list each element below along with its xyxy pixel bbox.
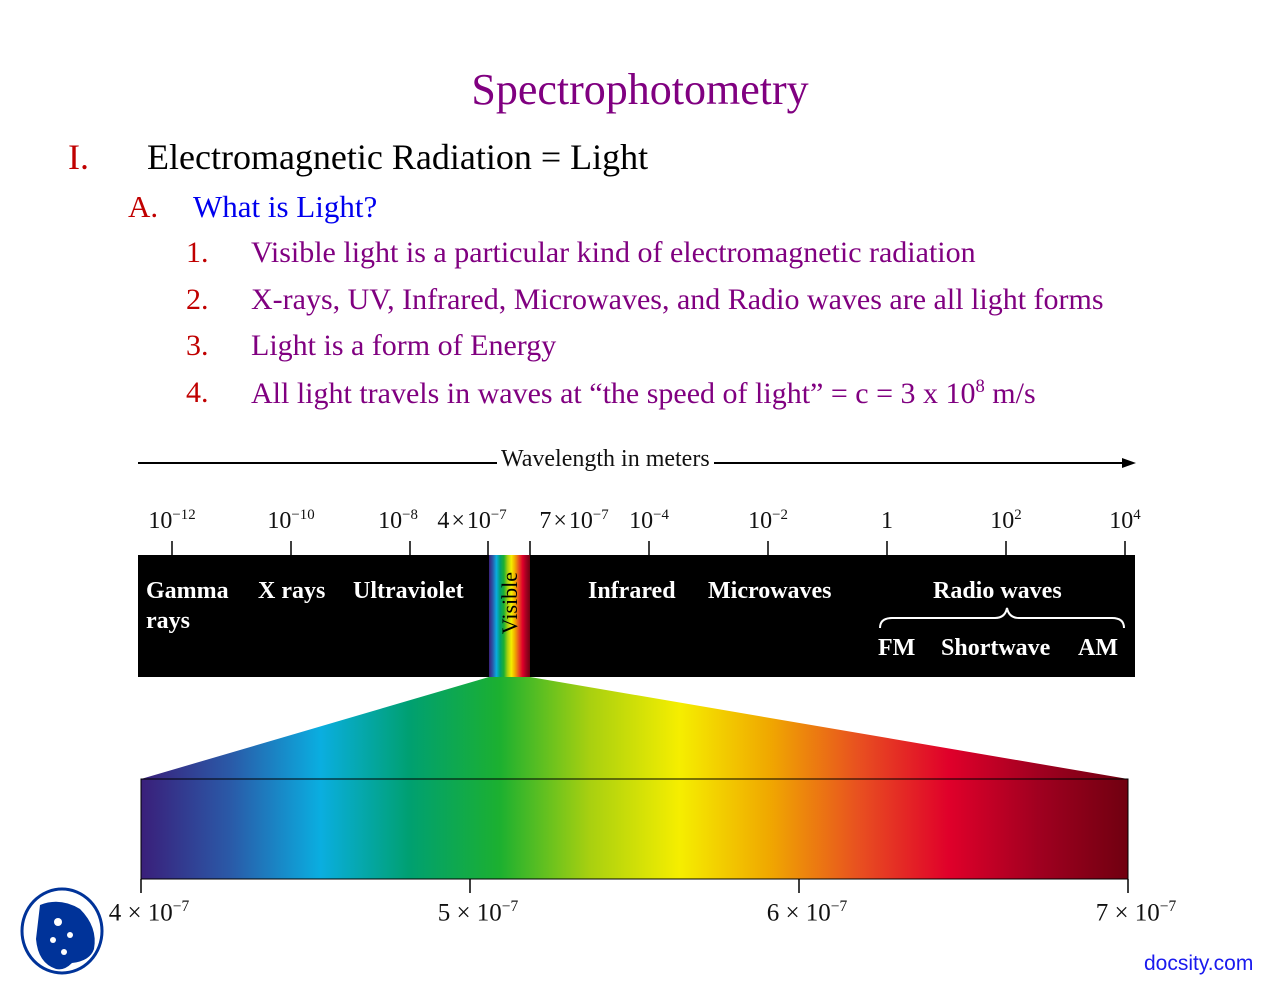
wavelength-label: 7 × 10−7: [1095, 898, 1177, 927]
visible-strip: [489, 555, 530, 677]
spectrum-band: [138, 555, 1135, 677]
exponent: 8: [975, 376, 985, 397]
docsity-logo-ring: [20, 887, 104, 975]
list-item: X-rays, UV, Infrared, Microwaves, and Ra…: [251, 283, 1104, 316]
tick-label: 10−10: [267, 507, 315, 534]
docsity-logo-icon: [36, 901, 95, 970]
band-infrared: Infrared: [588, 578, 676, 604]
visible-spectrum-bar: [140, 778, 1129, 880]
band-visible: Visible: [497, 572, 522, 635]
band-gamma: Gamma: [146, 578, 229, 604]
list-item: All light travels in waves at “the speed…: [251, 376, 1036, 411]
wavelength-label: 5 × 10−7: [437, 898, 519, 927]
list-item: Light is a form of Energy: [251, 329, 557, 362]
item-number: 3.: [186, 329, 209, 362]
tick-label: 10−8: [378, 507, 418, 534]
tick-label: 4 × 10−7: [437, 507, 507, 534]
tick-label: 10−2: [748, 507, 788, 534]
wavelength-label: 6 × 10−7: [766, 898, 848, 927]
top-ticks: [171, 541, 1126, 555]
tick-label: 10−12: [148, 507, 196, 534]
item-number: 1.: [186, 236, 209, 269]
item-text: All light travels in waves at “the speed…: [251, 377, 976, 410]
band-gamma-rays: rays: [146, 608, 190, 634]
band-xrays: X rays: [258, 578, 326, 604]
bottom-ticks: [140, 879, 1129, 893]
visible-fan: [141, 677, 1128, 779]
band-microwaves: Microwaves: [708, 578, 832, 604]
band-shortwave: Shortwave: [941, 635, 1051, 661]
axis-label: Wavelength in meters: [497, 446, 714, 473]
subsection-number: A.: [128, 189, 159, 224]
radio-brace: [879, 607, 1125, 629]
band-ultraviolet: Ultraviolet: [353, 578, 464, 604]
tick-label: 1: [881, 508, 893, 534]
list-item: Visible light is a particular kind of el…: [251, 236, 976, 269]
item-number: 4.: [186, 376, 209, 409]
subsection-heading: What is Light?: [193, 189, 378, 224]
band-fm: FM: [878, 635, 916, 661]
tick-label: 10−4: [629, 507, 669, 534]
band-am: AM: [1078, 635, 1118, 661]
tick-label: 102: [990, 507, 1022, 534]
item-number: 2.: [186, 283, 209, 316]
docsity-link[interactable]: docsity.com: [1144, 952, 1254, 975]
slide-title: Spectrophotometry: [471, 65, 809, 114]
section-heading: Electromagnetic Radiation = Light: [147, 137, 649, 177]
section-number: I.: [68, 137, 89, 177]
arrow-head-icon: [1122, 458, 1136, 468]
band-radio: Radio waves: [933, 578, 1062, 604]
wavelength-label: 4 × 10−7: [108, 898, 190, 927]
tick-label: 104: [1109, 507, 1141, 534]
item-text: m/s: [984, 377, 1036, 410]
tick-label: 7 × 10−7: [539, 507, 609, 534]
